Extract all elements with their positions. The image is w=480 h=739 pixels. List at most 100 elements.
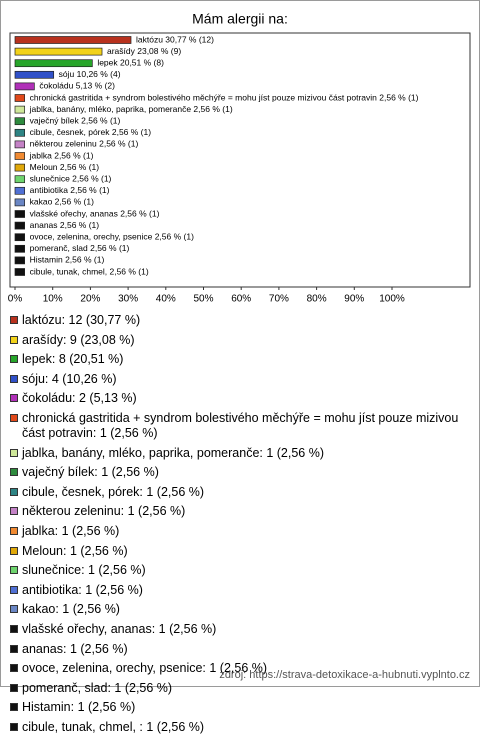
legend-swatch bbox=[10, 355, 18, 364]
legend-label: cibule, tunak, chmel, : 1 (2,56 %) bbox=[22, 719, 205, 734]
legend-label: sóju: 4 (10,26 %) bbox=[22, 371, 117, 386]
source: zdroj: https://strava-detoxikace-a-hubnu… bbox=[219, 669, 470, 681]
legend-label: cibule, česnek, pórek: 1 (2,56 %) bbox=[22, 484, 205, 499]
data-label: arašídy 23,08 % (9) bbox=[107, 46, 181, 56]
legend-item: arašídy: 9 (23,08 %) bbox=[10, 333, 460, 348]
data-label: cibule, česnek, pórek 2,56 % (1) bbox=[30, 127, 152, 137]
legend-label: Meloun: 1 (2,56 %) bbox=[22, 543, 128, 558]
chart: Mám alergii na: 0% 10% 20% 30% 40% 50% 60% 70% 8… bbox=[8, 11, 471, 305]
data-label: lepek 20,51 % (8) bbox=[97, 57, 164, 67]
bar bbox=[14, 175, 26, 184]
legend-item: jablka: 1 (2,56 %) bbox=[10, 524, 460, 539]
legend-item: čokoládu: 2 (5,13 %) bbox=[10, 391, 460, 406]
legend-swatch bbox=[10, 526, 18, 535]
legend-item: Meloun: 1 (2,56 %) bbox=[10, 544, 460, 559]
x-tick-label: 20% bbox=[80, 294, 100, 305]
legend-item: kakao: 1 (2,56 %) bbox=[10, 602, 460, 617]
bar bbox=[14, 210, 26, 218]
legend-label: lepek: 8 (20,51 %) bbox=[22, 352, 124, 367]
legend-swatch bbox=[10, 316, 18, 324]
legend-swatch bbox=[10, 374, 18, 383]
data-label: kakao 2,56 % (1) bbox=[30, 197, 94, 207]
legend-label: chronická gastritida + syndrom bolestivé… bbox=[22, 410, 459, 440]
legend-label: jablka, banány, mléko, paprika, pomeranč… bbox=[22, 445, 325, 460]
legend-label: laktózu: 12 (30,77 %) bbox=[22, 313, 141, 327]
chart-title: Mám alergii na: bbox=[192, 11, 288, 27]
bar bbox=[14, 82, 35, 91]
legend-swatch bbox=[10, 468, 18, 477]
bar bbox=[14, 163, 26, 172]
legend-swatch bbox=[10, 413, 18, 422]
legend-label: arašídy: 9 (23,08 %) bbox=[22, 332, 135, 347]
bar bbox=[14, 36, 132, 44]
legend-label: čokoládu: 2 (5,13 %) bbox=[22, 391, 137, 406]
bar bbox=[14, 105, 26, 114]
x-tick-label: 0% bbox=[8, 294, 23, 305]
legend-swatch bbox=[10, 722, 18, 731]
bar bbox=[14, 256, 26, 265]
legend-swatch bbox=[10, 507, 18, 516]
legend-item: cibule, česnek, pórek: 1 (2,56 %) bbox=[10, 485, 460, 500]
bar bbox=[14, 94, 26, 102]
legend-swatch bbox=[10, 394, 18, 403]
legend-item: cibule, tunak, chmel, : 1 (2,56 %) bbox=[10, 720, 460, 735]
legend-label: ovoce, zelenina, orechy, psenice: 1 (2,5… bbox=[22, 661, 268, 676]
data-label: ananas 2,56 % (1) bbox=[30, 220, 100, 230]
legend-item: laktózu: 12 (30,77 %) bbox=[10, 313, 460, 328]
legend-label: jablka: 1 (2,56 %) bbox=[22, 523, 120, 538]
bar bbox=[14, 186, 26, 195]
legend-label: pomeranč, slad: 1 (2,56 %) bbox=[22, 680, 173, 695]
x-tick-label: 10% bbox=[43, 294, 63, 305]
legend-swatch bbox=[10, 624, 18, 633]
x-tick-label: 30% bbox=[118, 294, 138, 305]
data-label: čokoládu 5,13 % (2) bbox=[39, 81, 115, 91]
legend-swatch bbox=[10, 605, 18, 614]
legend-swatch bbox=[10, 335, 18, 344]
x-tick-label: 80% bbox=[307, 294, 327, 305]
legend-swatch bbox=[10, 566, 18, 575]
legend-item: ananas: 1 (2,56 %) bbox=[10, 642, 460, 657]
data-label: vaječný bílek 2,56 % (1) bbox=[30, 115, 121, 125]
data-label: vlašské ořechy, ananas 2,56 % (1) bbox=[30, 208, 160, 218]
legend-item: vlašské ořechy, ananas: 1 (2,56 %) bbox=[10, 622, 460, 637]
data-label: laktózu 30,77 % (12) bbox=[136, 34, 214, 44]
legend-item: Histamin: 1 (2,56 %) bbox=[10, 700, 460, 715]
legend-label: vlašské ořechy, ananas: 1 (2,56 %) bbox=[22, 621, 217, 636]
plot-area bbox=[9, 32, 471, 288]
bar bbox=[14, 221, 26, 230]
legend-swatch bbox=[10, 546, 18, 555]
data-label: slunečnice 2,56 % (1) bbox=[30, 173, 112, 183]
data-label: jablka 2,56 % (1) bbox=[29, 150, 94, 160]
legend-item: slunečnice: 1 (2,56 %) bbox=[10, 563, 460, 578]
data-label: chronická gastritida + syndrom bolestivé… bbox=[30, 92, 419, 102]
x-tick-label: 50% bbox=[193, 294, 213, 305]
legend-label: antibiotika: 1 (2,56 %) bbox=[22, 582, 143, 597]
bar bbox=[14, 244, 26, 253]
bar bbox=[14, 128, 26, 137]
legend-label: kakao: 1 (2,56 %) bbox=[22, 602, 120, 617]
bar bbox=[14, 233, 26, 242]
data-label: pomeranč, slad 2,56 % (1) bbox=[30, 243, 130, 253]
legend-swatch bbox=[10, 644, 18, 653]
data-label: cibule, tunak, chmel, 2,56 % (1) bbox=[30, 266, 149, 276]
bar bbox=[14, 140, 26, 149]
bar bbox=[14, 47, 103, 56]
legend-swatch bbox=[10, 683, 18, 692]
bar bbox=[14, 268, 26, 276]
x-tick-label: 90% bbox=[344, 294, 364, 305]
data-label: Meloun 2,56 % (1) bbox=[30, 162, 100, 172]
legend-label: ananas: 1 (2,56 %) bbox=[22, 641, 128, 656]
bar bbox=[14, 152, 26, 160]
x-tick-label: 70% bbox=[269, 294, 289, 305]
x-tick-label: 40% bbox=[156, 294, 176, 305]
legend-swatch bbox=[10, 585, 18, 594]
legend-item: vaječný bílek: 1 (2,56 %) bbox=[10, 465, 460, 480]
legend-swatch bbox=[10, 664, 18, 673]
bar bbox=[14, 117, 26, 126]
legend-item: chronická gastritida + syndrom bolestivé… bbox=[10, 411, 460, 441]
legend-label: slunečnice: 1 (2,56 %) bbox=[22, 563, 146, 578]
data-label: antibiotika 2,56 % (1) bbox=[30, 185, 110, 195]
legend-item: sóju: 4 (10,26 %) bbox=[10, 372, 460, 387]
